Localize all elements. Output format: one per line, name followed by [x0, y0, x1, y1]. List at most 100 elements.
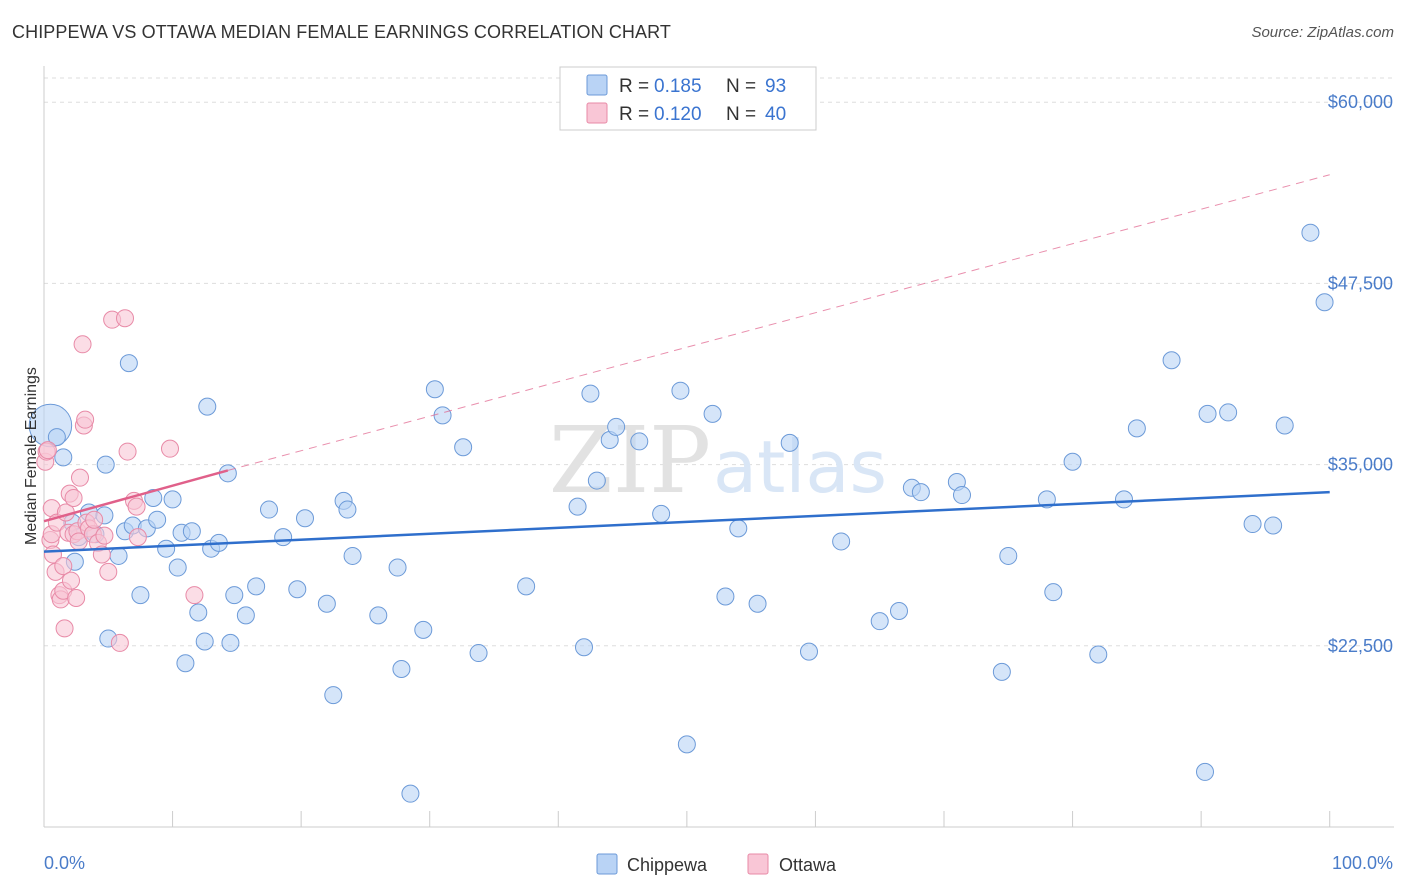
chippewa-point — [780, 433, 799, 452]
ottawa-point — [99, 562, 118, 581]
chippewa-point — [1089, 645, 1108, 664]
chippewa-point — [236, 606, 255, 625]
ottawa-points — [36, 309, 204, 652]
chippewa-point — [911, 483, 930, 502]
legend-r-value-chippewa: 0.185 — [654, 76, 702, 97]
chippewa-point — [1243, 515, 1262, 534]
ottawa-point — [127, 497, 146, 516]
chippewa-point — [433, 406, 452, 425]
chippewa-point — [568, 497, 587, 516]
bottom-legend: Chippewa Ottawa — [596, 853, 837, 875]
chippewa-point — [469, 644, 488, 663]
ottawa-point — [161, 439, 179, 458]
chippewa-point — [1219, 403, 1238, 422]
chippewa-point — [225, 586, 244, 605]
chippewa-point — [47, 428, 66, 447]
chippewa-point — [182, 522, 201, 541]
chippewa-point — [1044, 583, 1063, 602]
ottawa-trendline — [43, 469, 229, 523]
ottawa-point — [110, 633, 129, 652]
chippewa-point — [999, 546, 1018, 565]
chippewa-point — [671, 381, 690, 400]
chippewa-point — [343, 546, 362, 565]
chippewa-point — [54, 448, 73, 467]
ottawa-point — [76, 410, 95, 429]
y-tick-label: $22,500 — [1328, 636, 1393, 656]
chippewa-point — [581, 384, 600, 403]
chippewa-point — [575, 638, 593, 657]
chippewa-point — [425, 380, 444, 399]
chippewa-point — [870, 612, 889, 631]
chippewa-point — [109, 546, 128, 565]
chippewa-point — [131, 586, 150, 605]
ottawa-point — [54, 557, 73, 576]
chippewa-point — [1264, 516, 1283, 535]
ottawa-point — [185, 586, 204, 605]
source-label: Source: ZipAtlas.com — [1251, 24, 1394, 41]
chippewa-point — [1301, 223, 1320, 242]
chippewa-point — [260, 500, 278, 519]
x-tick-label-min: 0.0% — [44, 853, 85, 873]
chippewa-point — [832, 532, 851, 551]
ottawa-point — [85, 510, 104, 529]
chippewa-point — [748, 594, 767, 613]
chippewa-point — [1063, 452, 1082, 471]
ottawa-point — [95, 526, 114, 545]
y-tick-labels: $22,500 $35,000 $47,500 $60,000 — [1328, 92, 1393, 656]
chippewa-point — [338, 500, 357, 519]
legend-swatch-ottawa — [586, 102, 608, 124]
chippewa-point — [1198, 404, 1217, 423]
chippewa-point — [454, 438, 473, 457]
chippewa-point — [163, 490, 182, 509]
chippewa-point — [1162, 351, 1181, 370]
chippewa-point — [288, 580, 307, 599]
chippewa-point — [324, 686, 343, 705]
legend-n-label-ottawa: N = — [726, 104, 756, 125]
ottawa-point — [118, 442, 137, 461]
ottawa-point — [116, 309, 134, 328]
chippewa-point — [517, 577, 536, 596]
chippewa-point — [1315, 293, 1334, 312]
legend-n-value-chippewa: 93 — [765, 76, 786, 97]
chippewa-point — [1275, 416, 1294, 435]
chippewa-point — [1037, 490, 1056, 509]
chippewa-point — [296, 509, 314, 528]
y-axis-label: Median Female Earnings — [23, 367, 40, 545]
chippewa-point — [195, 632, 214, 651]
chippewa-point — [1196, 762, 1214, 781]
bottom-legend-label-chippewa: Chippewa — [627, 855, 708, 875]
ottawa-point — [71, 468, 89, 487]
chippewa-point — [1127, 419, 1146, 438]
watermark-atlas: atlas — [713, 425, 887, 509]
chippewa-point — [317, 594, 336, 613]
chippewa-point — [703, 404, 722, 423]
chippewa-point — [198, 397, 217, 416]
watermark-zip: ZIP — [549, 407, 711, 514]
y-tick-label: $35,000 — [1328, 455, 1393, 475]
x-tick-label-max: 100.0% — [1332, 853, 1393, 873]
chippewa-point — [729, 519, 748, 538]
chippewa-trendline — [43, 490, 1330, 553]
legend-r-label-chippewa: R = — [619, 76, 649, 97]
chippewa-point — [890, 602, 908, 621]
chippewa-point — [992, 662, 1011, 681]
axes — [43, 66, 1394, 828]
ottawa-point — [67, 588, 86, 607]
chippewa-point — [607, 417, 626, 436]
chippewa-point — [800, 642, 818, 661]
chippewa-point — [392, 660, 411, 679]
chippewa-point — [677, 735, 696, 754]
legend-n-value-ottawa: 40 — [765, 104, 786, 125]
chippewa-point — [587, 471, 606, 490]
bottom-legend-swatch-ottawa — [747, 853, 769, 875]
chippewa-point — [157, 539, 176, 558]
chart-title: CHIPPEWA VS OTTAWA MEDIAN FEMALE EARNING… — [12, 22, 671, 42]
y-tick-label: $47,500 — [1328, 273, 1393, 293]
chippewa-point — [168, 558, 187, 577]
watermark: ZIP atlas — [549, 407, 887, 514]
chippewa-point — [96, 455, 115, 474]
chippewa-point — [388, 558, 407, 577]
ottawa-point — [73, 335, 92, 354]
chippewa-point — [119, 354, 138, 373]
